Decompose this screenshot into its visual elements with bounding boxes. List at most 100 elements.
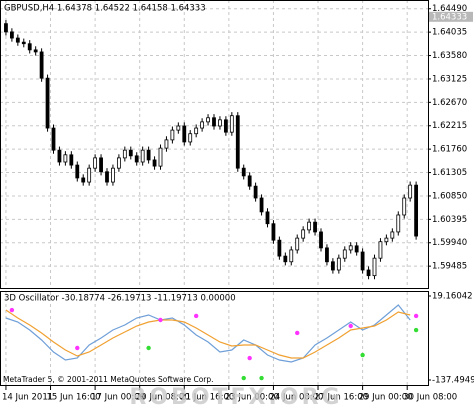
signal-dot [348, 323, 353, 329]
candle-body [295, 237, 300, 251]
candle-body [283, 255, 288, 263]
signal-dot [158, 317, 163, 323]
candle-body [75, 164, 80, 179]
candle-body [21, 41, 26, 45]
candle-body [265, 211, 270, 225]
price-marker-label: 1.64333 [432, 12, 467, 22]
candle-body [301, 229, 306, 239]
candle-body [15, 37, 20, 43]
candle-body [164, 139, 169, 149]
candle-body [63, 154, 68, 163]
x-tick-label: 20 Jun 08:00 [136, 393, 190, 403]
candle-body [33, 49, 38, 53]
candle-body [396, 214, 401, 233]
candle-body [27, 43, 32, 51]
candle-body [69, 154, 74, 166]
x-tick-label: 14 Jun 2011 [2, 393, 53, 403]
candle-body [325, 247, 329, 263]
candle-body [105, 171, 109, 183]
price-title: GBPUSD,H4 1.64378 1.64522 1.64158 1.6433… [4, 4, 206, 14]
footer: MetaTrader 5, © 2001-2011 MetaQuotes Sof… [3, 375, 214, 384]
y-tick-label: 1.59940 [432, 238, 467, 248]
signal-dot [193, 313, 199, 319]
candle-body [247, 175, 252, 187]
signal-dot [413, 313, 419, 319]
signal-dot [75, 345, 80, 351]
x-tick-label: 21 Jun 16:00 [180, 393, 234, 403]
signal-dot [9, 307, 15, 313]
y-tick-label: -137.49497 [432, 376, 474, 386]
candle-body [200, 121, 205, 129]
candle-body [271, 223, 276, 241]
y-tick-label: 1.62215 [432, 121, 467, 131]
signal-dot [146, 345, 151, 351]
candle-body [229, 115, 234, 133]
candle-body [194, 127, 199, 135]
candle-body [384, 237, 389, 243]
y-tick-label: 1.60395 [432, 215, 467, 225]
watermark: ROBOTFX.ORG [129, 385, 342, 409]
candle-body [182, 125, 187, 143]
candle-body [330, 261, 335, 271]
candle-body [307, 221, 312, 231]
candle-body [152, 159, 157, 167]
candle-body [111, 167, 115, 183]
y-tick-label: 1.59485 [432, 262, 467, 272]
candle-body [235, 115, 240, 169]
candle-body [122, 149, 127, 159]
candle-body [134, 155, 139, 163]
candle-body [289, 249, 294, 263]
oscillator-line [5, 304, 411, 363]
candle-body [354, 245, 359, 253]
x-tick-label: 23 Jun 00:00 [225, 393, 279, 403]
candle-body [51, 127, 56, 151]
candle-body [408, 184, 413, 199]
candle-body [402, 197, 407, 216]
x-tick-label: 30 Jun 08:00 [403, 393, 457, 403]
signal-dot [360, 352, 365, 358]
candle-body [128, 149, 133, 157]
candle-body [87, 167, 92, 183]
candle-body [146, 149, 151, 161]
y-tick-label: 1.64490 [432, 4, 467, 14]
candle-body [319, 231, 323, 249]
candle-body [206, 117, 210, 123]
candle-body [93, 157, 98, 169]
y-tick-label: 19.16042 [432, 292, 473, 302]
oscillator-title: 3D Oscillator -30.18774 -26.19713 -11.19… [4, 294, 236, 304]
candle-body [390, 231, 395, 239]
candle-body [188, 133, 193, 143]
candle-body [313, 221, 317, 233]
candle-body [378, 241, 383, 259]
candle-body [4, 23, 8, 33]
x-tick-label: 29 Jun 00:00 [359, 393, 413, 403]
candle-body [414, 184, 419, 237]
y-tick-label: 1.60850 [432, 191, 467, 201]
y-tick-label: 1.62670 [432, 98, 467, 108]
oscillator-frame [0, 291, 429, 386]
candle-body [170, 129, 175, 141]
y-tick-label: 1.61760 [432, 145, 467, 155]
signal-dot [259, 375, 264, 381]
candle-body [366, 269, 371, 277]
signal-dot [413, 327, 419, 333]
signal-dot [241, 375, 246, 381]
price-frame [0, 0, 429, 289]
candle-body [372, 257, 377, 277]
oscillator-panel: 19.16042 -137.49497 [5, 292, 474, 386]
signal-dot [247, 355, 252, 361]
signal-dot [295, 330, 300, 336]
y-tick-label: 1.61305 [432, 168, 467, 178]
candle-body [39, 51, 44, 79]
price-marker-box [429, 11, 473, 22]
y-tick-label: 1.63580 [432, 51, 467, 61]
candle-body [259, 197, 264, 213]
y-tick-label: 1.63125 [432, 74, 467, 84]
candle-body [342, 249, 347, 259]
candle-body [57, 149, 62, 163]
oscillator-line [5, 309, 411, 359]
candle-body [223, 119, 228, 133]
x-tick-label: 27 Jun 16:00 [314, 393, 368, 403]
